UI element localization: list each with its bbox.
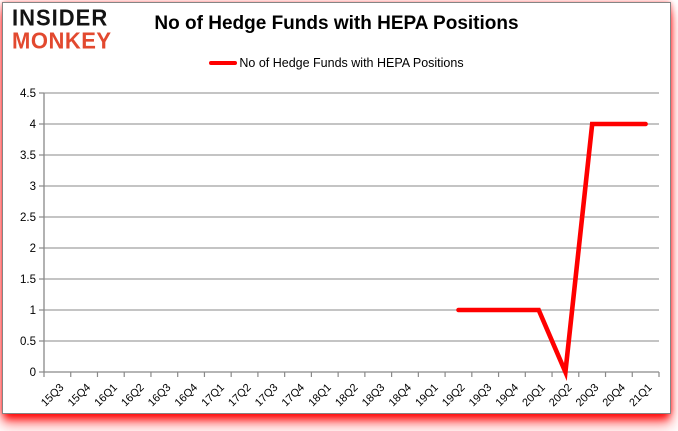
x-axis-label: 20Q1	[520, 382, 548, 410]
legend-label: No of Hedge Funds with HEPA Positions	[239, 56, 464, 70]
legend: No of Hedge Funds with HEPA Positions	[3, 55, 670, 71]
x-axis-label: 20Q3	[574, 382, 602, 410]
x-axis-label: 16Q1	[92, 382, 120, 410]
y-axis-label: 4.5	[20, 88, 36, 100]
y-axis-label: 2.5	[20, 212, 36, 224]
chart-card: INSIDER MONKEY No of Hedge Funds with HE…	[2, 2, 671, 414]
x-axis-label: 20Q2	[547, 382, 575, 410]
x-axis-label: 18Q1	[306, 382, 334, 410]
x-axis-label: 19Q3	[467, 382, 495, 410]
x-axis-label: 21Q1	[627, 382, 655, 410]
y-axis-label: 0.5	[20, 336, 36, 348]
x-axis-label: 18Q3	[360, 382, 388, 410]
x-axis-label: 20Q4	[600, 382, 628, 410]
x-axis-label: 19Q1	[413, 382, 441, 410]
y-axis-label: 3.5	[20, 150, 36, 162]
chart-title: No of Hedge Funds with HEPA Positions	[154, 13, 519, 34]
y-axis-label: 4	[30, 119, 37, 131]
legend-line-marker	[209, 60, 238, 66]
x-axis-label: 18Q4	[387, 382, 415, 410]
x-axis-label: 19Q2	[440, 382, 468, 410]
y-axis-label: 2	[30, 243, 36, 255]
x-axis-label: 16Q2	[119, 382, 147, 410]
y-axis-label: 1	[30, 305, 36, 317]
x-axis-label: 17Q4	[280, 382, 308, 410]
x-axis-label: 17Q2	[226, 382, 254, 410]
x-axis-label: 19Q4	[494, 382, 522, 410]
x-axis-label: 16Q3	[146, 382, 174, 410]
y-axis-label: 3	[30, 181, 36, 193]
x-axis-label: 16Q4	[173, 382, 201, 410]
data-series-line	[456, 121, 648, 381]
insider-monkey-logo: INSIDER MONKEY	[12, 4, 112, 54]
x-axis-label: 17Q3	[253, 382, 281, 410]
x-axis-label: 15Q3	[39, 382, 67, 410]
line-chart: 0 0.5 1 1.5 2 2.5 3 3.5 4 4.5 15Q3 15Q4 16Q1 16Q2 16Q3…	[20, 88, 660, 410]
x-axis-label: 17Q1	[199, 382, 227, 410]
y-axis-label: 0	[30, 367, 36, 379]
x-axis-label: 18Q2	[333, 382, 361, 410]
y-axis-label: 1.5	[20, 274, 36, 286]
logo-text-insider: INSIDER	[12, 4, 109, 31]
x-axis-label: 15Q4	[66, 382, 94, 410]
logo-text-monkey: MONKEY	[12, 27, 112, 54]
